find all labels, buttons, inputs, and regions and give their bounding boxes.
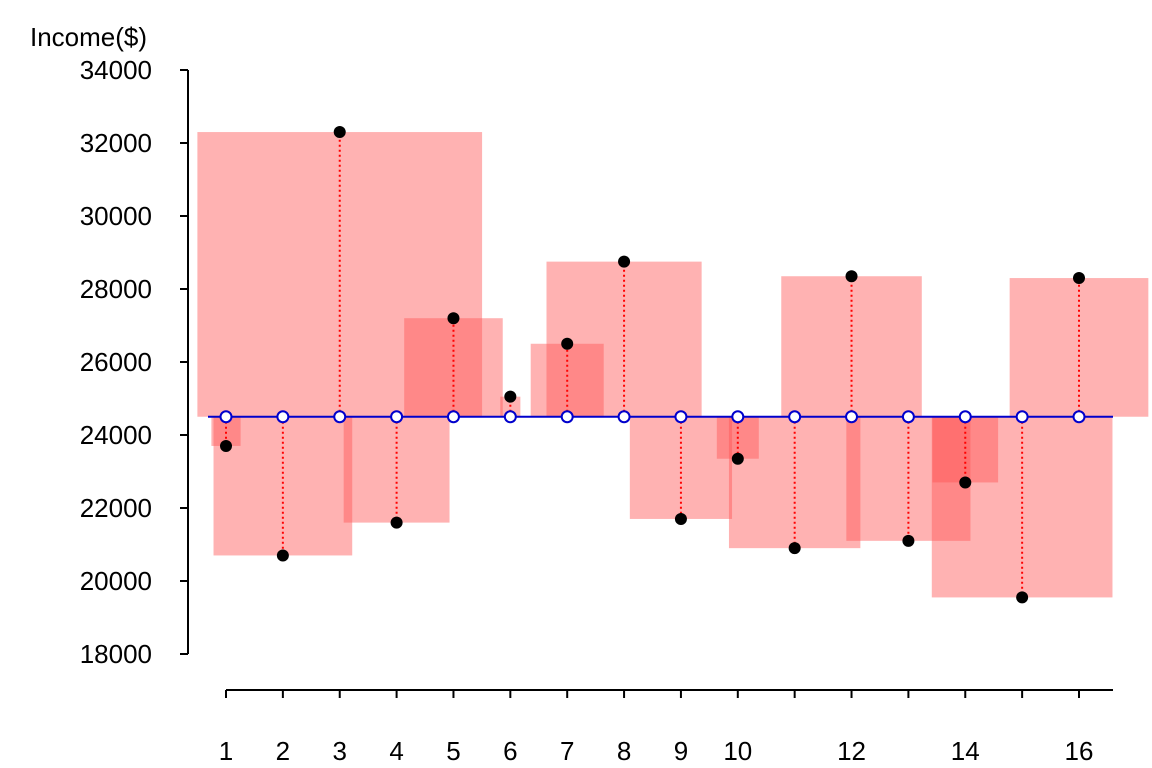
mean-markers-layer — [219, 410, 1086, 424]
data-points-layer — [220, 126, 1085, 604]
data-point — [504, 390, 517, 403]
y-tick-label: 30000 — [80, 201, 152, 231]
x-tick-label: 5 — [446, 736, 460, 766]
x-tick-label: 16 — [1065, 736, 1094, 766]
mean-marker — [1015, 410, 1029, 424]
data-point — [447, 312, 460, 325]
y-axis-title: Income($) — [30, 22, 147, 52]
mean-marker — [560, 410, 574, 424]
x-axis: 1 2 3 4 5 6 7 8 9 10 12 14 16 — [219, 689, 1113, 766]
mean-marker — [731, 410, 745, 424]
mean-marker — [219, 410, 233, 424]
mean-marker — [446, 410, 460, 424]
data-point — [1016, 591, 1029, 604]
data-point — [276, 549, 289, 562]
y-tick-label: 32000 — [80, 128, 152, 158]
x-tick-label: 14 — [951, 736, 980, 766]
mean-marker — [958, 410, 972, 424]
x-tick-label: 3 — [332, 736, 346, 766]
data-point — [220, 439, 232, 452]
data-point — [333, 126, 346, 139]
y-tick-label: 28000 — [80, 274, 152, 304]
mean-marker — [617, 410, 631, 424]
mean-marker — [845, 410, 859, 424]
x-tick-label: 1 — [219, 736, 233, 766]
mean-marker — [788, 410, 802, 424]
y-tick-label: 18000 — [80, 639, 152, 669]
x-tick-label: 12 — [837, 736, 866, 766]
x-tick-label: 9 — [674, 736, 688, 766]
mean-marker — [333, 410, 347, 424]
y-tick-label: 22000 — [80, 493, 152, 523]
mean-marker — [1072, 410, 1086, 424]
residual-square — [343, 416, 450, 523]
x-tick-label: 4 — [389, 736, 403, 766]
squares-layer — [197, 132, 1149, 598]
mean-marker — [901, 410, 915, 424]
y-tick-label: 24000 — [80, 420, 152, 450]
data-point — [561, 337, 574, 350]
y-axis: Income($) 18000 20000 22000 24000 26000 28000… — [30, 22, 189, 669]
y-tick-label: 20000 — [80, 566, 152, 596]
data-point — [788, 542, 801, 555]
data-point — [674, 512, 687, 525]
data-point — [618, 255, 631, 268]
mean-marker — [674, 410, 688, 424]
mean-marker — [390, 410, 404, 424]
data-point — [1073, 272, 1085, 285]
x-tick-label: 10 — [723, 736, 752, 766]
x-tick-label: 2 — [276, 736, 290, 766]
data-point — [390, 516, 403, 529]
x-tick-label: 6 — [503, 736, 517, 766]
x-tick-label: 7 — [560, 736, 574, 766]
mean-marker — [276, 410, 290, 424]
data-point — [902, 534, 915, 547]
x-tick-label: 8 — [617, 736, 631, 766]
residual-square — [404, 318, 503, 417]
data-point — [731, 452, 744, 465]
data-point — [845, 270, 858, 283]
y-tick-label: 34000 — [80, 55, 152, 85]
residual-square — [197, 132, 483, 417]
data-point — [959, 476, 972, 489]
y-tick-label: 26000 — [80, 347, 152, 377]
mean-marker — [503, 410, 517, 424]
